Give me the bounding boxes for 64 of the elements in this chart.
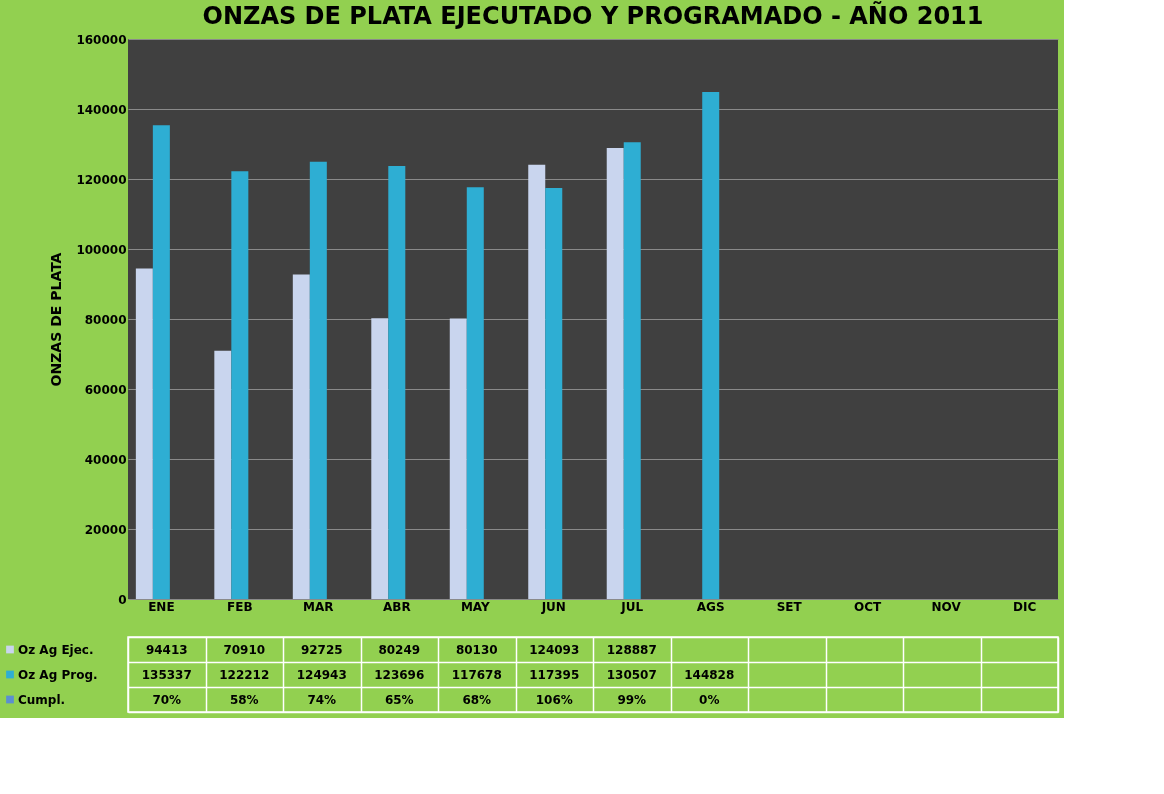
bar xyxy=(466,187,484,599)
data-label: 123696 xyxy=(374,667,425,682)
y-tick-label: 80000 xyxy=(84,312,127,327)
data-label: 128887 xyxy=(606,642,657,657)
x-tick-label: ABR xyxy=(382,599,411,614)
data-label: 65% xyxy=(384,692,414,707)
x-tick-label: ENE xyxy=(148,599,175,614)
data-label: 124093 xyxy=(529,642,580,657)
data-label: 92725 xyxy=(300,642,343,657)
x-tick-label: MAR xyxy=(303,599,334,614)
data-label: 74% xyxy=(307,692,337,707)
data-label: 117395 xyxy=(529,667,580,682)
bar xyxy=(292,274,310,599)
x-tick-label: NOV xyxy=(931,599,962,614)
data-label: 99% xyxy=(617,692,647,707)
bar xyxy=(231,171,249,599)
bar xyxy=(152,125,170,599)
data-label: 144828 xyxy=(684,667,735,682)
bar xyxy=(309,161,327,599)
data-label: 0% xyxy=(699,692,720,707)
legend-label: Oz Ag Prog. xyxy=(18,667,98,682)
x-tick-label: DIC xyxy=(1013,599,1037,614)
bar xyxy=(528,164,546,599)
bar xyxy=(371,318,389,599)
chart-title: ONZAS DE PLATA EJECUTADO Y PROGRAMADO - AÑO 2011 xyxy=(202,1,984,30)
data-label: 106% xyxy=(535,692,573,707)
bar xyxy=(545,188,563,599)
legend-label: Oz Ag Ejec. xyxy=(18,642,94,657)
data-label: 70% xyxy=(152,692,182,707)
x-tick-label: JUN xyxy=(540,599,566,614)
data-label: 80249 xyxy=(378,642,421,657)
data-label: 70910 xyxy=(223,642,266,657)
x-tick-label: SET xyxy=(776,599,803,614)
x-tick-label: JUL xyxy=(620,599,644,614)
y-tick-label: 0 xyxy=(118,592,127,607)
y-tick-label: 60000 xyxy=(84,382,127,397)
y-tick-label: 40000 xyxy=(84,452,127,467)
y-tick-label: 120000 xyxy=(76,172,127,187)
data-label: 58% xyxy=(229,692,259,707)
y-tick-label: 20000 xyxy=(84,522,127,537)
data-label: 135337 xyxy=(141,667,192,682)
data-label: 117678 xyxy=(451,667,502,682)
bar xyxy=(135,268,153,599)
bar xyxy=(623,142,641,599)
bar xyxy=(702,92,720,599)
x-tick-label: AGS xyxy=(696,599,725,614)
x-tick-label: OCT xyxy=(854,599,883,614)
y-tick-label: 140000 xyxy=(76,102,127,117)
legend-label: Cumpl. xyxy=(18,692,66,707)
data-label: 124943 xyxy=(296,667,347,682)
x-tick-label: MAY xyxy=(460,599,490,614)
bar xyxy=(449,318,467,599)
bar xyxy=(388,166,406,599)
bar xyxy=(214,350,232,599)
bar xyxy=(606,147,624,599)
data-label: 122212 xyxy=(219,667,270,682)
y-axis-title: ONZAS DE PLATA xyxy=(48,252,65,387)
y-tick-label: 100000 xyxy=(76,242,127,257)
data-label: 80130 xyxy=(455,642,498,657)
data-label: 94413 xyxy=(145,642,188,657)
y-tick-label: 160000 xyxy=(76,32,127,47)
data-label: 130507 xyxy=(606,667,657,682)
x-tick-label: FEB xyxy=(227,599,253,614)
data-label: 68% xyxy=(462,692,492,707)
